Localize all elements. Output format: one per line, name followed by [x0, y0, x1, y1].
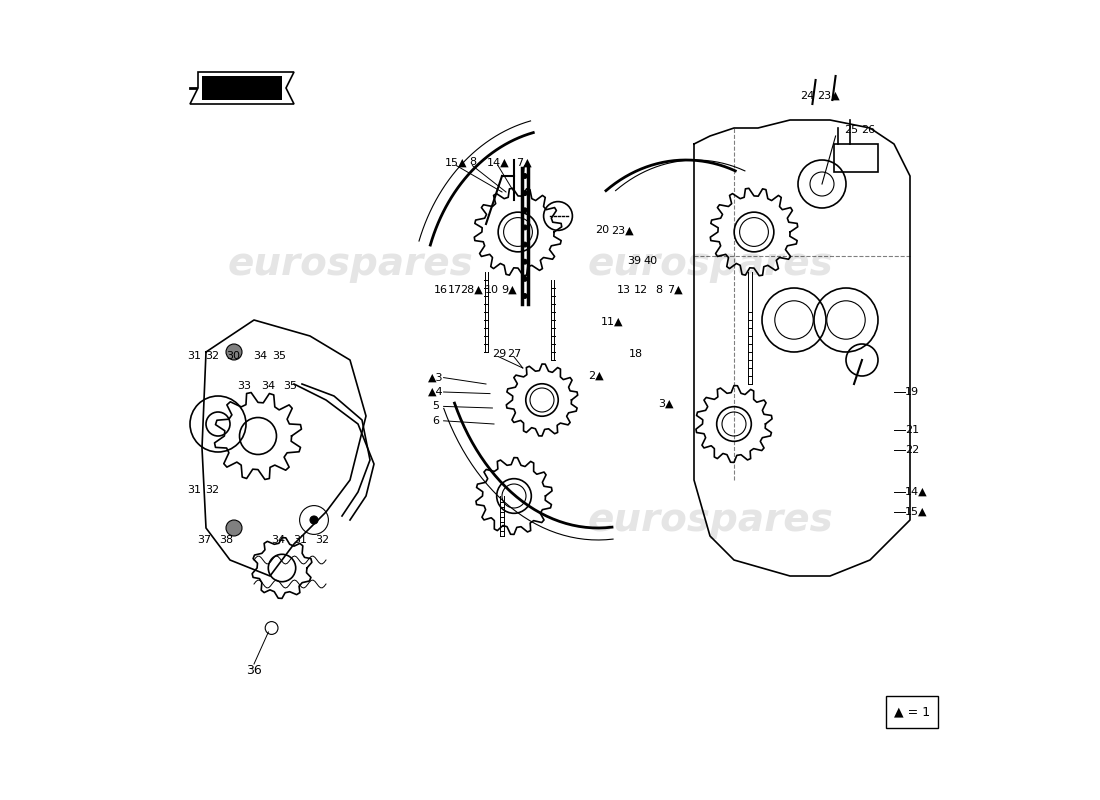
- Text: 33: 33: [238, 381, 252, 390]
- Bar: [202, 76, 282, 100]
- Text: 12: 12: [634, 285, 648, 294]
- Text: 8: 8: [656, 285, 662, 294]
- Polygon shape: [190, 72, 294, 104]
- Text: 6: 6: [432, 416, 439, 426]
- Circle shape: [522, 242, 527, 247]
- Text: 15▲: 15▲: [905, 507, 927, 517]
- Text: 39: 39: [627, 256, 641, 266]
- Text: 19: 19: [905, 387, 920, 397]
- Text: 27: 27: [507, 349, 521, 358]
- Text: 36: 36: [246, 664, 262, 677]
- Text: 38: 38: [219, 535, 233, 545]
- Text: eurospares: eurospares: [587, 501, 833, 539]
- Text: 28▲: 28▲: [460, 285, 483, 294]
- FancyBboxPatch shape: [886, 696, 938, 728]
- Circle shape: [522, 294, 527, 298]
- Text: 16: 16: [433, 285, 448, 294]
- Text: ▲3: ▲3: [428, 373, 443, 382]
- Text: 24: 24: [801, 91, 815, 101]
- Text: eurospares: eurospares: [587, 245, 833, 283]
- Text: 9▲: 9▲: [502, 285, 517, 294]
- Text: 7▲: 7▲: [667, 285, 683, 294]
- Text: 31: 31: [187, 351, 201, 361]
- Text: 37: 37: [197, 535, 211, 545]
- Text: 29: 29: [492, 349, 506, 358]
- Text: ▲4: ▲4: [428, 387, 443, 397]
- Text: 32: 32: [315, 535, 329, 545]
- Text: 18: 18: [628, 349, 642, 358]
- Circle shape: [522, 174, 527, 178]
- Circle shape: [226, 520, 242, 536]
- Text: 32: 32: [206, 485, 220, 494]
- Text: 3▲: 3▲: [658, 399, 673, 409]
- Text: 22: 22: [905, 445, 920, 454]
- Text: 35: 35: [273, 351, 287, 361]
- Circle shape: [522, 259, 527, 264]
- Text: 23▲: 23▲: [817, 91, 839, 101]
- Text: eurospares: eurospares: [227, 245, 473, 283]
- Text: 20: 20: [595, 226, 609, 235]
- Text: 40: 40: [642, 256, 657, 266]
- Text: 31: 31: [294, 535, 307, 545]
- Text: 11▲: 11▲: [601, 317, 624, 326]
- Circle shape: [310, 516, 318, 524]
- Text: 14▲: 14▲: [905, 487, 927, 497]
- Text: 2▲: 2▲: [588, 371, 604, 381]
- Text: 5: 5: [432, 402, 439, 411]
- Text: 34: 34: [271, 535, 285, 545]
- Text: 17: 17: [448, 285, 462, 294]
- Circle shape: [522, 225, 527, 230]
- Text: 25: 25: [844, 125, 858, 134]
- Text: 34: 34: [253, 351, 267, 361]
- Circle shape: [226, 344, 242, 360]
- Text: 31: 31: [187, 485, 201, 494]
- Text: 14▲: 14▲: [486, 158, 509, 167]
- Circle shape: [522, 190, 527, 195]
- Text: 35: 35: [283, 381, 297, 390]
- Text: 7▲: 7▲: [517, 158, 532, 167]
- Text: 21: 21: [905, 426, 920, 435]
- Text: 30: 30: [227, 351, 240, 361]
- Text: 10: 10: [485, 285, 498, 294]
- Circle shape: [522, 208, 527, 213]
- Text: 13: 13: [617, 285, 630, 294]
- Text: 8: 8: [469, 158, 476, 167]
- Text: 23▲: 23▲: [610, 226, 634, 235]
- Text: 34: 34: [262, 381, 275, 390]
- Text: 26: 26: [861, 125, 876, 134]
- Text: ▲ = 1: ▲ = 1: [894, 706, 931, 718]
- Text: 32: 32: [206, 351, 220, 361]
- Text: 15▲: 15▲: [446, 158, 468, 167]
- Bar: [834, 144, 878, 172]
- Circle shape: [522, 277, 527, 282]
